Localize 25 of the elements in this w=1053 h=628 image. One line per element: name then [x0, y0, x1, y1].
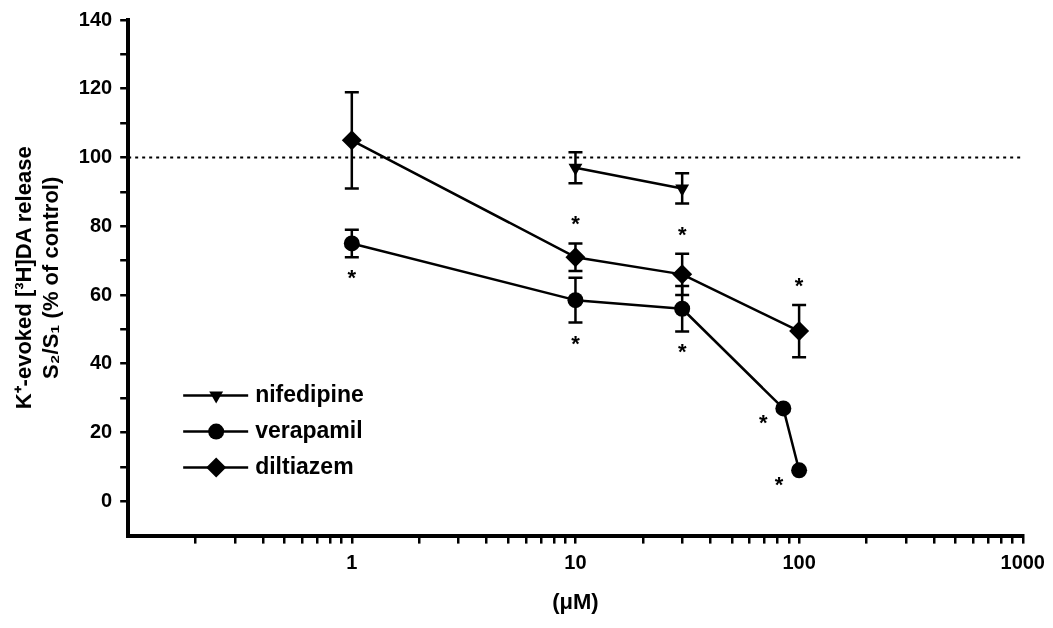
x-tick-label: 10	[564, 551, 587, 574]
x-tick-label: 100	[782, 551, 816, 574]
x-tick-label: 1	[346, 551, 358, 574]
annotation: *	[347, 265, 357, 291]
annotation: *	[759, 410, 769, 436]
y-tick-label: 40	[89, 351, 113, 374]
annotation: *	[571, 330, 581, 356]
y-tick-label: 60	[89, 282, 113, 305]
annotation: *	[774, 472, 784, 498]
y-tick-label: 100	[78, 145, 113, 168]
x-axis-title: (μM)	[552, 588, 599, 614]
annotation: *	[794, 273, 804, 299]
y-tick-label: 140	[78, 7, 113, 30]
legend-label: verapamil	[255, 416, 363, 443]
y-tick-label: 120	[78, 76, 113, 99]
y-tick-label: 0	[101, 488, 113, 511]
annotation: *	[571, 211, 581, 237]
y-tick-label: 20	[89, 420, 113, 442]
y-axis-title: K⁺-evoked [³H]DA release S₂/S₁ (% of control)	[11, 146, 63, 410]
annotation: *	[677, 221, 687, 247]
legend-label: nifedipine	[255, 380, 364, 407]
y-tick-label: 80	[89, 213, 113, 236]
x-tick-label: 1000	[1000, 551, 1045, 574]
legend-label: diltiazem	[255, 452, 354, 479]
annotation: *	[677, 339, 687, 365]
